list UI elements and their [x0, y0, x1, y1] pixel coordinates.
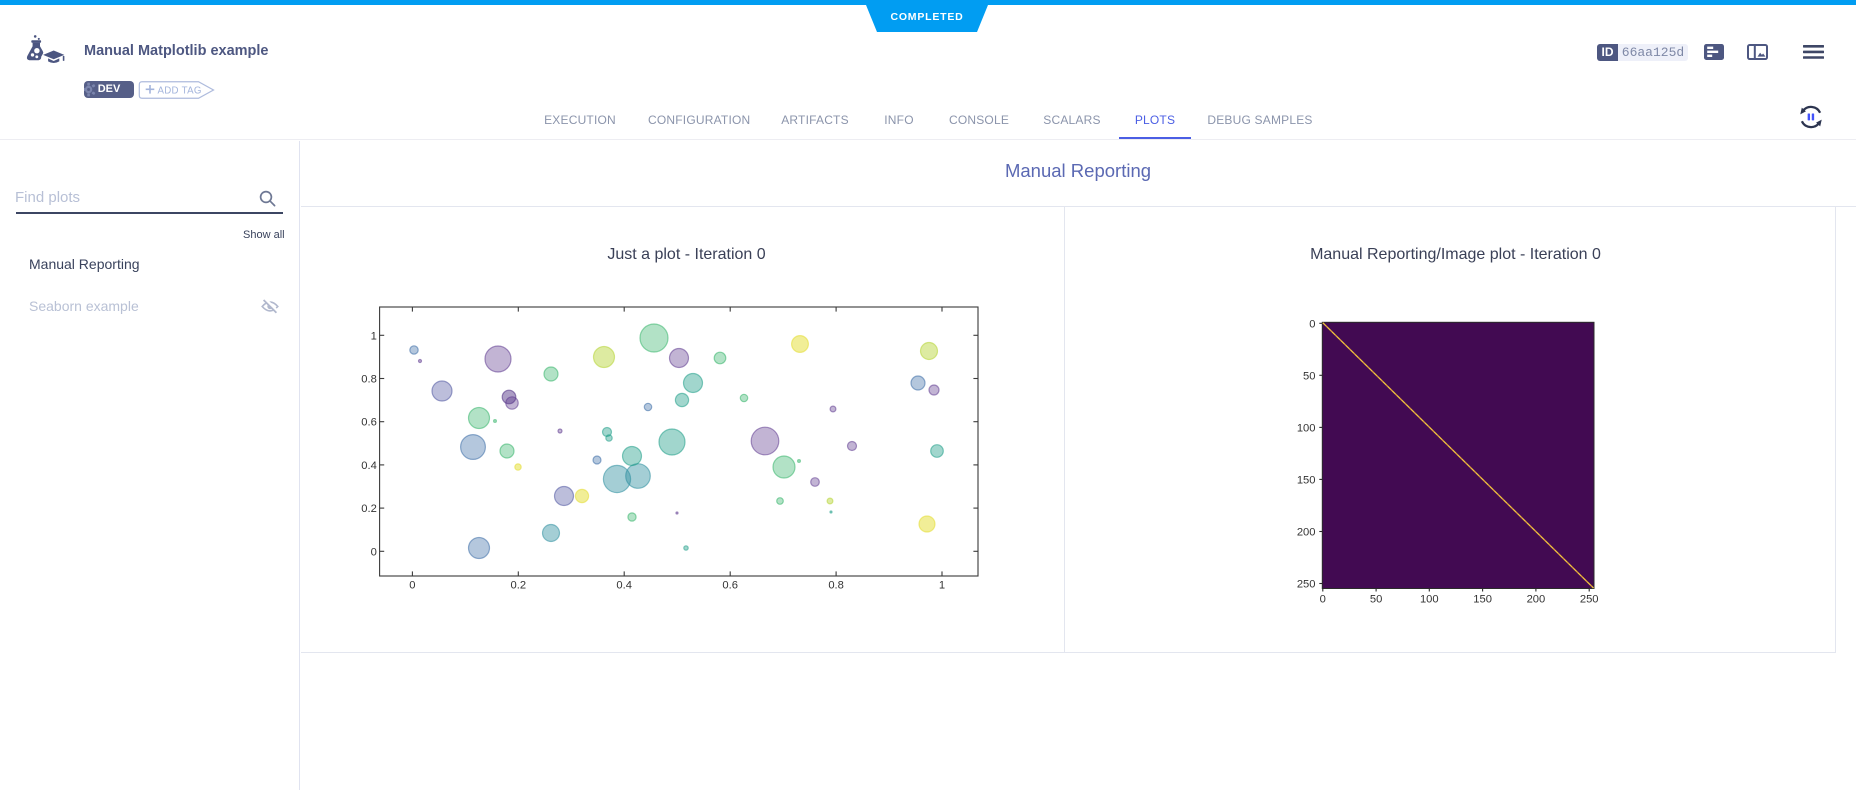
- svg-text:100: 100: [1297, 422, 1316, 434]
- svg-text:1: 1: [939, 580, 945, 592]
- svg-text:100: 100: [1420, 594, 1439, 606]
- svg-text:1: 1: [371, 330, 377, 342]
- svg-text:0.2: 0.2: [361, 503, 377, 515]
- svg-text:0.8: 0.8: [361, 374, 377, 386]
- svg-text:50: 50: [1370, 594, 1382, 606]
- svg-text:ADD TAG: ADD TAG: [158, 85, 202, 96]
- svg-text:250: 250: [1297, 579, 1316, 591]
- svg-text:0.8: 0.8: [828, 580, 844, 592]
- svg-text:0: 0: [371, 546, 377, 558]
- svg-text:0: 0: [409, 580, 415, 592]
- svg-text:0: 0: [1320, 594, 1326, 606]
- svg-text:0.6: 0.6: [361, 417, 377, 429]
- svg-text:50: 50: [1303, 370, 1315, 382]
- svg-text:150: 150: [1297, 474, 1316, 486]
- svg-text:200: 200: [1297, 527, 1316, 539]
- svg-text:0: 0: [1309, 318, 1315, 330]
- svg-text:200: 200: [1527, 594, 1546, 606]
- svg-text:0.6: 0.6: [722, 580, 738, 592]
- svg-text:0.2: 0.2: [511, 580, 527, 592]
- svg-text:250: 250: [1580, 594, 1599, 606]
- svg-text:0.4: 0.4: [616, 580, 632, 592]
- svg-text:0.4: 0.4: [361, 460, 377, 472]
- svg-text:150: 150: [1473, 594, 1492, 606]
